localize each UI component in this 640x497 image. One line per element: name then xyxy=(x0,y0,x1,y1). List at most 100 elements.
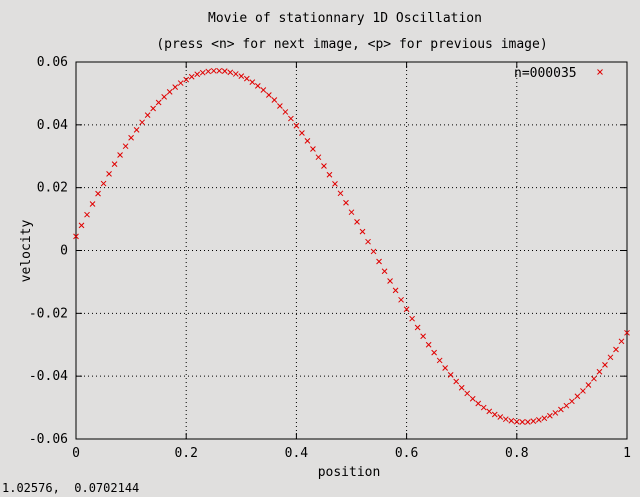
data-point xyxy=(552,410,559,416)
data-point xyxy=(216,67,223,74)
data-point xyxy=(188,73,195,80)
data-point xyxy=(271,97,278,103)
data-point xyxy=(177,80,184,86)
data-point xyxy=(254,83,261,89)
data-point xyxy=(265,92,272,98)
data-point xyxy=(238,73,245,79)
data-point xyxy=(602,362,608,368)
chart-subtitle: (press <n> for next image, <p> for previ… xyxy=(156,37,547,52)
data-point xyxy=(166,88,173,95)
data-point xyxy=(243,75,250,82)
data-point xyxy=(359,228,366,235)
data-point xyxy=(144,112,151,118)
data-point xyxy=(558,406,564,413)
data-point xyxy=(480,404,487,411)
data-point xyxy=(205,68,212,75)
data-point xyxy=(299,130,305,136)
x-tick-label: 0 xyxy=(72,446,80,461)
data-point xyxy=(431,349,438,356)
data-point xyxy=(519,419,526,425)
data-point xyxy=(78,222,85,229)
grid xyxy=(76,62,627,439)
y-tick-label: 0.02 xyxy=(37,181,68,196)
data-point xyxy=(524,419,531,425)
data-point xyxy=(530,418,537,424)
data-point xyxy=(624,329,630,336)
x-axis-label: position xyxy=(318,465,381,480)
data-point xyxy=(607,354,614,361)
data-point xyxy=(293,122,300,129)
data-point xyxy=(249,79,256,85)
chart: Movie of stationnary 1D Oscillation (pre… xyxy=(19,11,631,480)
data-point xyxy=(106,170,112,177)
data-point xyxy=(194,71,201,78)
data-point xyxy=(453,378,460,385)
data-point xyxy=(585,382,592,388)
data-point xyxy=(464,390,471,397)
data-point xyxy=(161,94,168,100)
data-point xyxy=(343,199,349,206)
x-tick-label: 1 xyxy=(623,446,631,461)
data-point xyxy=(199,69,206,76)
data-point xyxy=(183,76,190,83)
data-point xyxy=(232,71,239,77)
data-point xyxy=(150,105,156,112)
data-point xyxy=(73,233,79,240)
legend-marker xyxy=(597,69,603,75)
data-point xyxy=(84,211,90,218)
data-point xyxy=(574,393,581,400)
data-point xyxy=(508,417,515,424)
data-point xyxy=(486,408,493,415)
plot-frame xyxy=(75,61,628,440)
data-point xyxy=(497,414,504,420)
y-tick-label: 0.06 xyxy=(37,55,68,70)
data-point xyxy=(337,190,344,197)
data-point xyxy=(365,238,371,245)
legend-label: n=000035 xyxy=(514,66,577,81)
data-point xyxy=(447,372,454,378)
y-tick-label: 0.04 xyxy=(37,118,68,133)
data-point xyxy=(442,365,449,371)
data-point xyxy=(596,368,603,375)
data-point xyxy=(128,134,134,141)
data-point xyxy=(414,324,421,331)
data-point xyxy=(392,287,399,294)
x-tick-label: 0.6 xyxy=(395,446,418,461)
data-points xyxy=(73,67,630,425)
data-point xyxy=(618,338,625,345)
data-point xyxy=(227,69,234,76)
data-point xyxy=(469,395,476,402)
data-point xyxy=(569,398,575,405)
data-point xyxy=(580,388,586,394)
x-tick-label: 0.2 xyxy=(174,446,197,461)
data-point xyxy=(304,138,311,144)
data-point xyxy=(354,219,360,225)
y-axis-tick-labels: -0.06 -0.04 -0.02 0 0.02 0.04 0.06 xyxy=(29,55,68,447)
data-point xyxy=(260,87,267,93)
data-point xyxy=(563,402,570,409)
cursor-coordinate-readout: 1.02576, 0.0702144 xyxy=(2,481,140,495)
data-point xyxy=(172,84,179,90)
data-point xyxy=(139,119,145,126)
chart-title: Movie of stationnary 1D Oscillation xyxy=(208,11,482,26)
y-axis-label: velocity xyxy=(19,220,34,283)
y-tick-label: -0.02 xyxy=(29,306,68,321)
data-point xyxy=(591,375,597,382)
data-point xyxy=(321,163,327,169)
data-point xyxy=(310,146,316,152)
data-point xyxy=(100,180,107,187)
data-point xyxy=(95,190,101,197)
data-point xyxy=(288,115,294,122)
data-point xyxy=(111,161,118,167)
data-point xyxy=(332,181,338,187)
data-point xyxy=(326,171,333,178)
data-point xyxy=(420,333,426,340)
x-tick-label: 0.4 xyxy=(285,446,309,461)
data-point xyxy=(398,296,404,303)
y-tick-label: -0.04 xyxy=(29,369,68,384)
data-point xyxy=(547,412,553,419)
y-tick-label: 0 xyxy=(60,244,68,259)
data-point xyxy=(376,258,382,265)
data-point xyxy=(502,416,509,423)
